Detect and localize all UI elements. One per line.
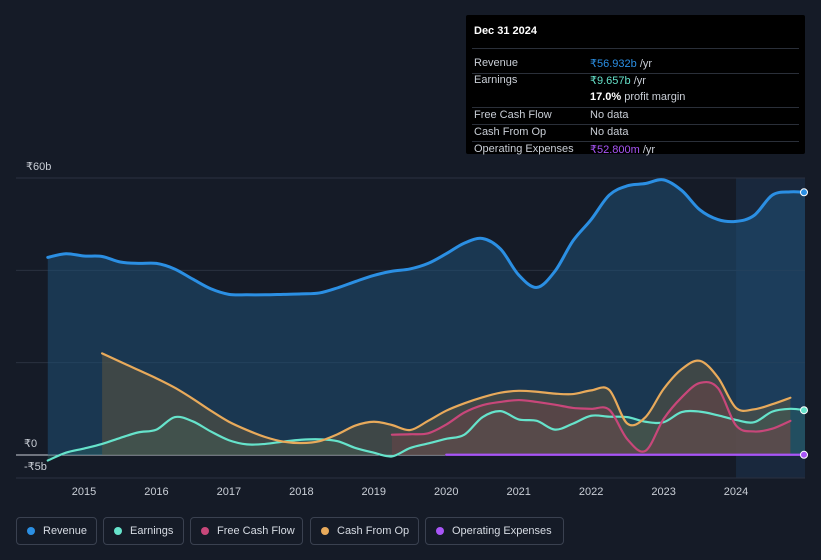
x-tick-label: 2023: [651, 486, 676, 498]
legend-label: Revenue: [43, 525, 88, 537]
data-tooltip: Dec 31 2024 Revenue ₹56.932b /yr Earning…: [466, 15, 805, 156]
legend-item-operating-expenses[interactable]: Operating Expenses: [425, 517, 564, 545]
tooltip-label: Revenue: [474, 57, 519, 69]
revenue-endpoint: [800, 188, 808, 197]
earnings-area: [47, 408, 805, 461]
free-cash-flow-line: [390, 380, 792, 453]
x-tick-label: 2015: [71, 486, 97, 498]
tooltip-label: Cash From Op: [474, 126, 547, 138]
tooltip-value: No data: [590, 109, 629, 121]
tooltip-label: Operating Expenses: [474, 143, 574, 155]
x-tick-label: 2018: [289, 486, 314, 498]
legend-dot-icon: [436, 527, 444, 535]
tooltip-row-free-cash-flow: Free Cash Flow No data: [466, 107, 805, 124]
tooltip-value: No data: [590, 126, 629, 138]
revenue-area: [47, 179, 805, 456]
y-tick-label-bottom: -₹5b: [24, 461, 47, 473]
x-tick-label: 2024: [723, 486, 749, 498]
cash-from-op-area: [102, 353, 791, 455]
legend-item-revenue[interactable]: Revenue: [16, 517, 97, 545]
legend-item-earnings[interactable]: Earnings: [103, 517, 184, 545]
tooltip-value: ₹56.932b /yr: [590, 58, 653, 70]
x-tick-label: 2016: [144, 486, 169, 498]
revenue-line: [46, 178, 807, 297]
tooltip-row-earnings: Earnings ₹9.657b /yr: [466, 72, 805, 89]
series-lines: [46, 178, 807, 462]
legend-label: Cash From Op: [337, 525, 410, 537]
legend-label: Operating Expenses: [452, 525, 552, 537]
tooltip-label: Earnings: [474, 74, 518, 86]
free-cash-flow-area: [391, 382, 791, 455]
x-tick-label: 2021: [506, 486, 531, 498]
x-tick-label: 2017: [216, 486, 242, 498]
legend-label: Free Cash Flow: [217, 525, 295, 537]
legend-dot-icon: [201, 527, 209, 535]
legend-dot-icon: [27, 527, 35, 535]
tooltip-value: ₹52.800m /yr: [590, 144, 656, 156]
legend-item-cash-from-op[interactable]: Cash From Op: [310, 517, 419, 545]
tooltip-divider: [472, 48, 799, 49]
tooltip-divider: [472, 107, 799, 108]
legend-dot-icon: [321, 527, 329, 535]
tooltip-date: Dec 31 2024: [474, 25, 537, 37]
tooltip-value: ₹9.657b /yr: [590, 75, 646, 87]
legend-label: Earnings: [130, 525, 174, 537]
x-tick-label: 2020: [434, 486, 459, 498]
series-endpoints: [800, 188, 808, 459]
operating-expenses-endpoint: [800, 450, 808, 459]
tooltip-row-operating-expenses: Operating Expenses ₹52.800m /yr: [466, 141, 805, 158]
tooltip-divider: [472, 73, 799, 74]
y-tick-label-zero: ₹0: [24, 438, 38, 450]
tooltip-value: 17.0% profit margin: [590, 91, 686, 103]
x-tick-label: 2022: [578, 486, 604, 498]
tooltip-row-cash-from-op: Cash From Op No data: [466, 124, 805, 141]
tooltip-divider: [472, 124, 799, 125]
earnings-line: [46, 407, 807, 462]
cash-from-op-line: [101, 352, 792, 445]
x-tick-label: 2019: [361, 486, 387, 498]
y-tick-label-top: ₹60b: [26, 161, 52, 173]
legend-item-free-cash-flow[interactable]: Free Cash Flow: [190, 517, 303, 545]
legend-dot-icon: [114, 527, 122, 535]
earnings-endpoint: [800, 406, 808, 415]
tooltip-divider: [472, 141, 799, 142]
series-areas: [47, 179, 805, 461]
tooltip-row-revenue: Revenue ₹56.932b /yr: [466, 55, 805, 72]
tooltip-row-profit-margin: 17.0% profit margin: [466, 89, 805, 106]
tooltip-label: Free Cash Flow: [474, 109, 552, 121]
